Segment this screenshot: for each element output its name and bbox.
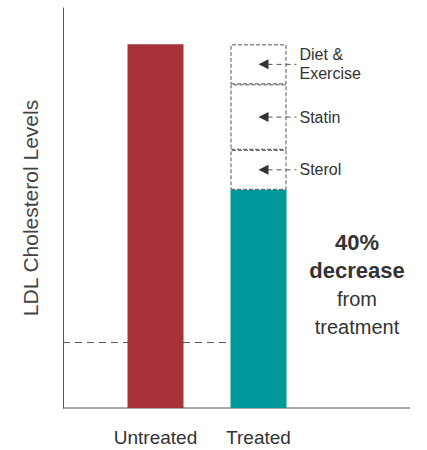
- svg-text:from: from: [337, 288, 377, 310]
- svg-text:Sterol: Sterol: [300, 161, 342, 178]
- svg-text:Diet &: Diet &: [300, 46, 348, 63]
- svg-text:decrease: decrease: [309, 258, 404, 283]
- svg-text:Exercise: Exercise: [300, 65, 361, 82]
- svg-text:LDL Cholesterol Levels: LDL Cholesterol Levels: [19, 100, 42, 316]
- svg-text:Treated: Treated: [226, 427, 291, 448]
- svg-text:40%: 40%: [335, 230, 379, 255]
- svg-text:Statin: Statin: [300, 109, 341, 126]
- svg-text:Untreated: Untreated: [114, 427, 197, 448]
- svg-text:treatment: treatment: [315, 316, 400, 338]
